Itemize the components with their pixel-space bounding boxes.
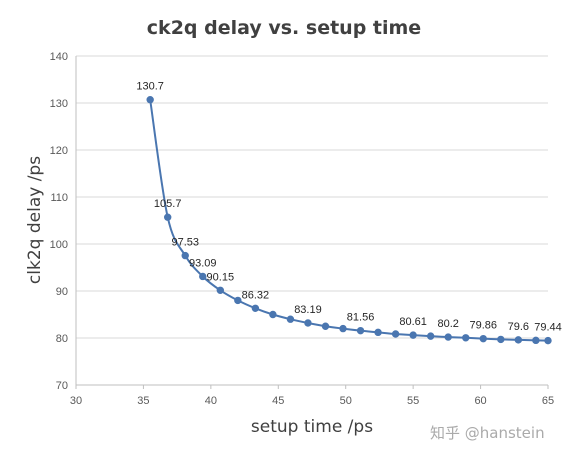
data-point: [304, 319, 312, 327]
chart-title: ck2q delay vs. setup time: [147, 17, 421, 39]
data-point: [146, 96, 154, 104]
y-tick-label: 130: [50, 98, 68, 110]
x-tick-label: 45: [272, 395, 284, 407]
x-axis-title: setup time /ps: [251, 417, 373, 437]
data-label: 93.09: [189, 257, 217, 269]
data-point: [409, 331, 417, 339]
x-tick-label: 60: [474, 395, 486, 407]
x-tick-label: 50: [340, 395, 352, 407]
y-tick-label: 110: [50, 192, 68, 204]
data-point: [374, 328, 382, 337]
x-tick-label: 65: [542, 395, 554, 407]
data-label: 79.6: [508, 321, 529, 333]
watermark: 知乎 @hanstein: [430, 424, 545, 442]
y-axis-title: clk2q delay /ps: [25, 156, 45, 284]
data-point: [234, 296, 242, 305]
x-tick-label: 55: [407, 395, 419, 407]
data-point: [479, 334, 487, 343]
data-label: 97.53: [171, 237, 199, 249]
data-label: 86.32: [242, 289, 270, 301]
data-point: [497, 335, 505, 344]
y-tick-label: 80: [56, 333, 68, 345]
gridlines: [76, 55, 548, 386]
data-point: [339, 324, 347, 333]
data-point: [544, 336, 552, 345]
data-point: [356, 326, 365, 335]
data-point: [321, 322, 330, 330]
data-label: 130.7: [136, 81, 164, 93]
data-point: [164, 213, 172, 221]
data-point: [462, 334, 470, 342]
x-tick-label: 35: [137, 395, 149, 407]
x-tick-label: 40: [205, 395, 217, 407]
x-tick-label: 30: [70, 395, 82, 407]
data-label: 80.61: [399, 316, 427, 328]
data-point: [444, 333, 452, 341]
data-label: 105.7: [154, 198, 182, 210]
x-axis: 30 35 40 45 50 55 60 65: [70, 385, 554, 407]
data-label: 83.19: [294, 304, 322, 316]
data-points: [146, 96, 552, 345]
data-point: [426, 332, 435, 340]
data-point: [269, 310, 277, 319]
y-tick-label: 90: [56, 286, 68, 298]
data-label: 90.15: [207, 271, 235, 283]
y-tick-label: 100: [50, 239, 68, 251]
data-point: [251, 304, 260, 312]
data-label: 79.86: [470, 320, 498, 332]
data-point: [391, 330, 400, 338]
y-axis: 70 80 90 100 110 120 130 140: [50, 51, 77, 392]
data-point: [286, 315, 295, 323]
y-tick-label: 140: [50, 51, 68, 63]
data-point: [216, 286, 224, 294]
data-label: 81.56: [347, 312, 375, 324]
data-label: 80.2: [437, 318, 458, 330]
data-point: [514, 336, 523, 344]
data-labels: 130.7 105.7 97.53 93.09 90.15 86.32 83.19 81.56…: [136, 81, 561, 334]
y-tick-label: 120: [50, 145, 68, 157]
data-point: [199, 272, 207, 281]
y-tick-label: 70: [56, 380, 68, 392]
data-point: [181, 251, 189, 260]
data-label: 79.44: [534, 322, 562, 334]
data-point: [532, 336, 540, 345]
